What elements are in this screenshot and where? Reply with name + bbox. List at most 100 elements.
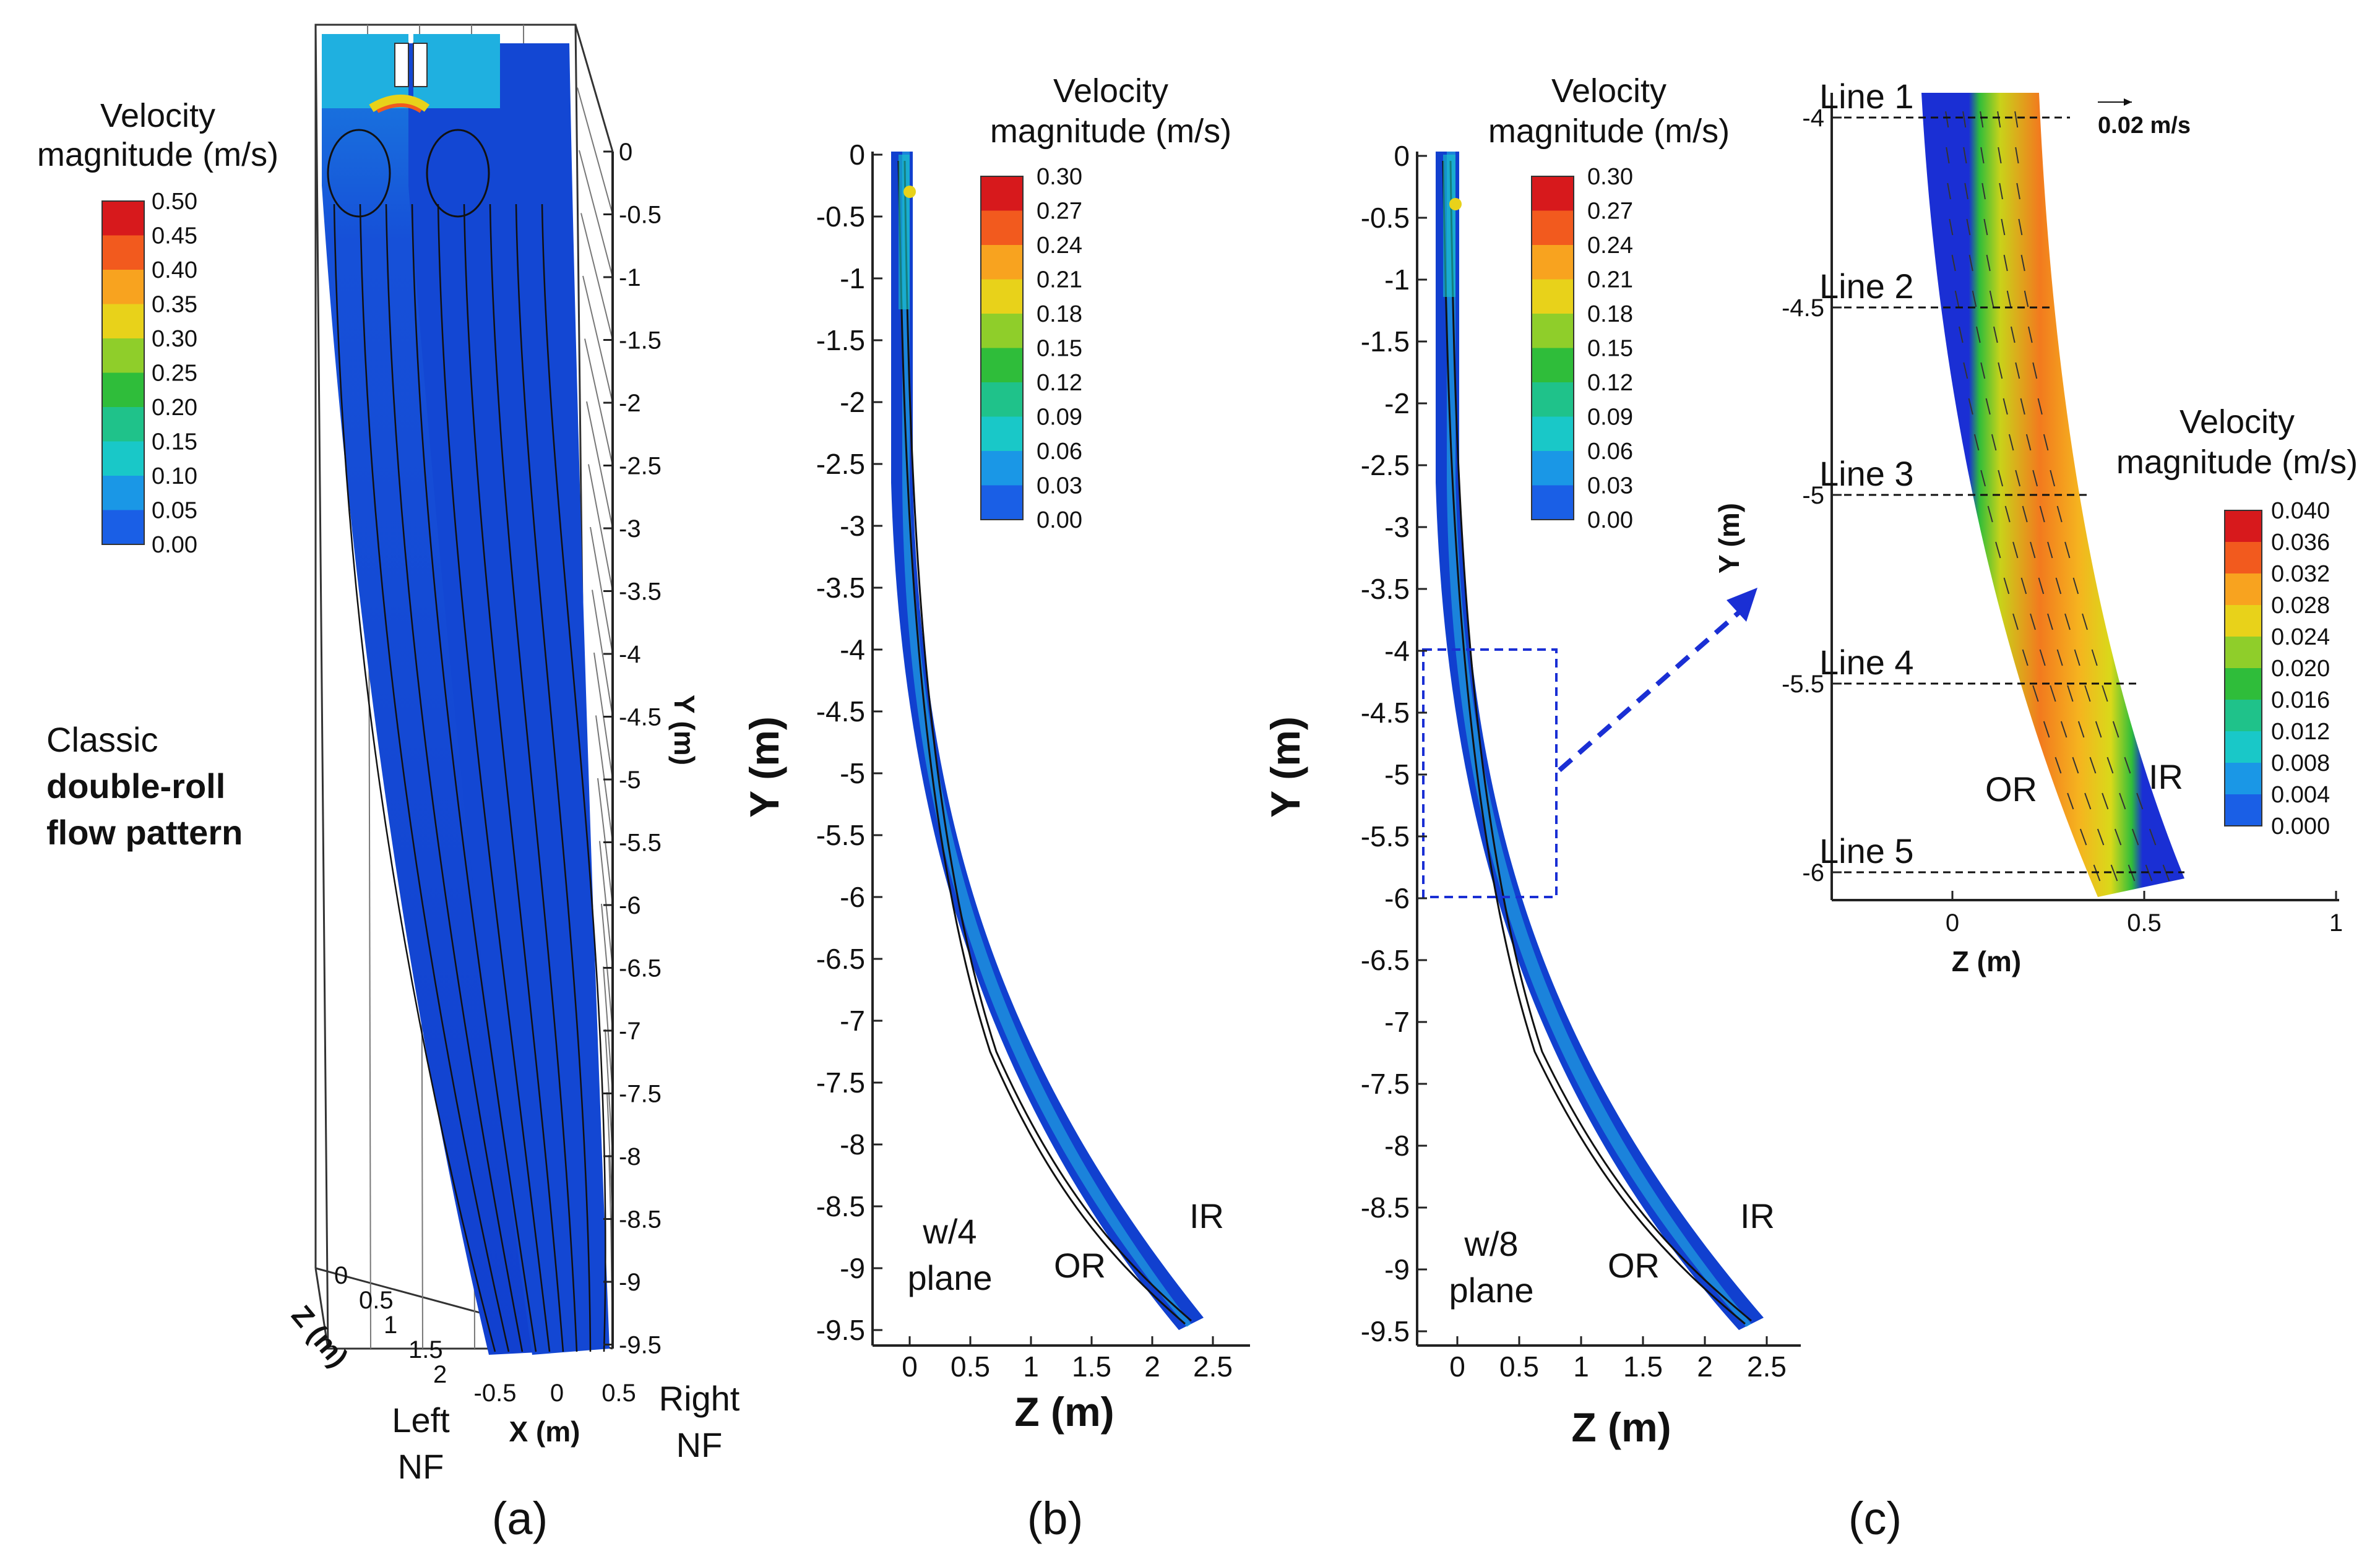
zoom-vector <box>1993 326 1998 343</box>
zoom-vector <box>2072 757 2079 774</box>
zoom-vector <box>2056 649 2063 666</box>
panel-b-y-tick-label: -3.5 <box>816 572 865 604</box>
zoom-vector <box>2136 792 2144 810</box>
panel-a-x-ticks: -0.5 0 0.5 <box>474 1380 636 1407</box>
zoom-vector <box>2091 649 2098 666</box>
zoom-colorbar-label: 0.012 <box>2271 719 2330 745</box>
zoom-vector <box>1945 111 1949 128</box>
zoom-vector <box>1989 290 1994 307</box>
zoom-z-axis-label: Z (m) <box>1952 945 2021 977</box>
panel-b-y-tick-label: 0 <box>849 139 865 171</box>
panel-a-streamline <box>489 204 578 1352</box>
zoom-vector <box>2015 362 2020 379</box>
zoom-vector <box>1987 505 1993 523</box>
zoom-vector <box>2084 685 2091 702</box>
panel-c-zoom-arrow <box>1558 610 1741 773</box>
zoom-vector <box>2050 685 2056 702</box>
panel-c-y-ticks: 0 -0.5 -1 -1.5 -2 -2.5 -3 -3.5 -4 -4.5 -5 -5.5 -6 -6.… <box>1361 140 1427 1347</box>
zoom-vector <box>2032 685 2039 702</box>
zoom-vector <box>2020 398 2025 415</box>
panel-c-colorbar-label: 0.27 <box>1587 199 1633 225</box>
zoom-line-label: Line 5 <box>1819 831 1914 870</box>
panel-c-colorbar-label: 0.30 <box>1587 164 1633 190</box>
zoom-vector <box>2015 147 2019 164</box>
zoom-vector <box>2106 757 2114 774</box>
panel-b-y-axis-label: Y (m) <box>741 716 787 818</box>
zoom-vector <box>1986 254 1991 272</box>
panel-c-y-tick-label: -1 <box>1384 264 1410 296</box>
zoom-vector <box>2056 505 2063 523</box>
panel-a-roll-left <box>327 129 391 218</box>
zoom-vector <box>1980 111 1984 128</box>
panel-a-annotation-2: double-roll <box>46 766 225 805</box>
zoom-vector <box>1985 398 1991 415</box>
zoom-vector <box>2022 505 2028 523</box>
zoom-vector <box>1968 398 1973 415</box>
panel-a-y-tick-label: -4 <box>619 641 641 668</box>
zoom-colorbar-swatch <box>2225 510 2262 543</box>
panel-b-streamlines <box>897 160 1192 1325</box>
panel-c-z-axis-label: Z (m) <box>1571 1404 1671 1450</box>
panel-b-strand <box>891 152 1204 1330</box>
zoom-vector <box>1951 254 1956 272</box>
panel-a-colorbar-swatch <box>102 510 144 545</box>
panel-a-streamline <box>541 204 606 1352</box>
zoom-vector <box>1980 147 1985 164</box>
zoom-vector <box>2028 326 2033 343</box>
panel-b-colorbar-label: 0.00 <box>1037 507 1082 533</box>
panel-b-or-label: OR <box>1054 1246 1106 1285</box>
panel-c-y-tick-label: -4 <box>1384 635 1410 667</box>
panel-b-z-tick-label: 1 <box>1023 1350 1039 1383</box>
zoom-vector <box>2145 864 2153 882</box>
panel-c-colorbar-swatch <box>1532 382 1574 418</box>
zoom-colorbar-label: 0.032 <box>2271 561 2330 587</box>
panel-c-streamlines <box>1442 160 1752 1325</box>
panel-c-y-tick-label: -6.5 <box>1361 944 1410 976</box>
zoom-vector <box>1991 434 1997 451</box>
panel-c-colorbar-label: 0.24 <box>1587 233 1633 259</box>
panel-a-jet-hot <box>369 95 430 113</box>
zoom-vector <box>2064 541 2071 559</box>
panel-b-colorbar-swatch <box>981 210 1023 246</box>
zoom-vector <box>2008 434 2014 451</box>
zoom-vector <box>2102 792 2109 810</box>
zoom-vector <box>2102 685 2108 702</box>
zoom-vector <box>2110 864 2118 882</box>
panel-a-x-tick-label: 0 <box>550 1380 564 1407</box>
zoom-colorbar-swatch <box>2225 731 2262 763</box>
panel-a-annotation-1: Classic <box>46 720 158 759</box>
panel-a-z-tick-label: 0.5 <box>359 1287 394 1314</box>
zoom-vector <box>1968 254 1973 272</box>
panel-a-colorbar-swatch <box>102 235 144 270</box>
zoom-y-tick-label: -6 <box>1802 859 1824 886</box>
zoom-vector <box>2074 649 2080 666</box>
panel-a-grid-line <box>588 464 613 591</box>
panel-b-y-tick-label: -7 <box>840 1005 865 1037</box>
panel-b-colorbar-label: 0.21 <box>1037 267 1082 293</box>
panel-a-x-axis-label: X (m) <box>509 1415 580 1448</box>
panel-a-z-ticks: 0 0.51 1.52 <box>334 1262 447 1388</box>
panel-b-plane-label-2: plane <box>907 1258 992 1297</box>
zoom-colorbar-swatch <box>2225 542 2262 574</box>
zoom-vector <box>2003 398 2008 415</box>
zoom-scale-label: 0.02 m/s <box>2098 113 2191 139</box>
panel-c-z-tick-label: 2 <box>1697 1350 1713 1383</box>
panel-b-y-tick-label: -6 <box>840 881 865 913</box>
zoom-vector <box>1983 218 1988 236</box>
panel-a-colorbar-swatch <box>102 201 144 236</box>
panel-b-colorbar-swatch <box>981 485 1023 520</box>
panel-b-colorbar-frame <box>980 176 1024 520</box>
zoom-vector <box>1963 362 1968 379</box>
zoom-y-tick-label: -4.5 <box>1782 294 1824 322</box>
panel-b-y-tick-label: -7.5 <box>816 1067 865 1099</box>
panel-a-grid-line <box>579 150 613 278</box>
zoom-colorbar-swatch <box>2225 794 2262 826</box>
panel-a-streamline <box>411 204 537 1352</box>
panel-c-y-tick-label: -9 <box>1384 1253 1410 1286</box>
panel-a-y-tick-label: -0.5 <box>619 202 662 229</box>
zoom-vector <box>1947 182 1951 200</box>
panel-c-colorbar-swatch <box>1532 210 1574 246</box>
panel-a-nozzle-left <box>394 43 409 87</box>
panel-a-y-tick-label: -1.5 <box>619 327 662 354</box>
panel-b-y-tick-label: -6.5 <box>816 943 865 975</box>
